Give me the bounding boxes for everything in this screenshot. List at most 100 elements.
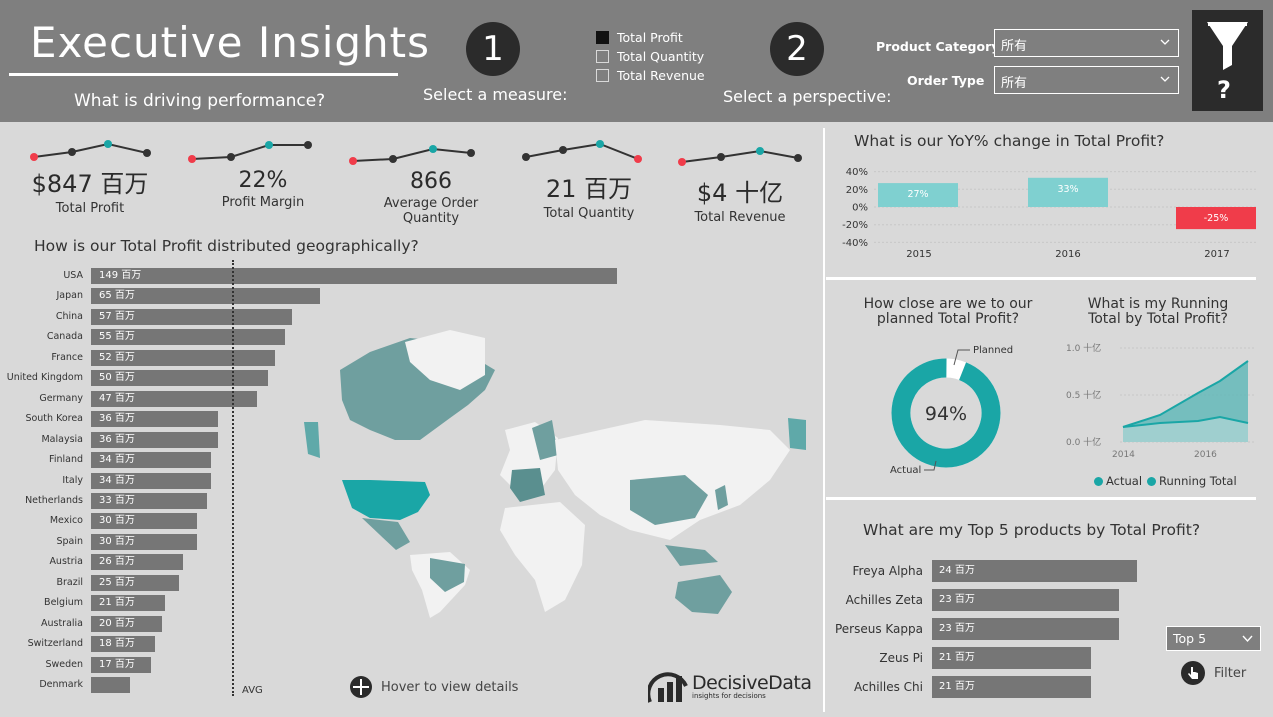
top5-product-label: Achilles Zeta (845, 593, 923, 607)
geo-chart-title: How is our Total Profit distributed geog… (34, 237, 419, 255)
yoy-bar[interactable] (878, 183, 958, 207)
checkbox-icon[interactable] (596, 50, 609, 63)
kpi-profit-margin[interactable]: 22% Profit Margin (188, 168, 338, 210)
geo-bar[interactable]: 55 百万 (91, 329, 286, 346)
topn-dropdown[interactable]: Top 5 (1166, 626, 1261, 651)
map-region-japan[interactable] (715, 485, 728, 510)
geo-bar[interactable]: 47 百万 (91, 390, 257, 407)
measure-option-total-quantity[interactable]: Total Quantity (596, 49, 704, 64)
geo-bar[interactable]: 149 百万 (91, 268, 617, 284)
geo-bar[interactable]: 18 百万 (91, 636, 155, 653)
geo-bar[interactable]: 34 百万 (91, 472, 212, 489)
geo-bar[interactable]: 34 百万 (91, 452, 212, 469)
y-tick: 40% (846, 167, 868, 178)
top5-product-label: Freya Alpha (852, 564, 923, 578)
measure-option-total-revenue[interactable]: Total Revenue (596, 68, 705, 83)
gauge-chart[interactable]: 94% Planned Actual (826, 335, 1036, 480)
avg-label: AVG (242, 685, 263, 696)
running-title-line: Total by Total Profit? (1088, 311, 1228, 327)
kpi-total-quantity[interactable]: 21 百万 Total Quantity (514, 169, 664, 221)
sparkline-point (30, 153, 38, 161)
geo-bar[interactable]: 21 百万 (91, 595, 166, 612)
checkbox-icon[interactable] (596, 31, 609, 44)
top5-bar[interactable]: 21 百万 (932, 647, 1092, 669)
kpi-label: Average Order Quantity (383, 196, 479, 226)
geo-country-label: Denmark (39, 679, 83, 690)
yoy-bar[interactable] (1176, 207, 1256, 230)
legend-label: Running Total (1159, 474, 1237, 488)
sparkline-point (389, 155, 397, 163)
kpi-total-profit[interactable]: $847 百万 Total Profit (20, 164, 160, 216)
map-region-scandinavia[interactable] (532, 420, 558, 460)
geo-bar[interactable]: 65 百万 (91, 288, 321, 305)
geo-bar[interactable]: 50 百万 (91, 370, 268, 387)
panel-divider (826, 497, 1256, 500)
geo-country-label: Sweden (45, 658, 83, 670)
header-bar: Executive Insights What is driving perfo… (0, 0, 1273, 122)
yoy-bar-label: 27% (907, 189, 928, 200)
kpi-total-revenue[interactable]: $4 十亿 Total Revenue (665, 173, 815, 225)
map-region-far-east[interactable] (788, 418, 806, 450)
y-tick: 0.0 十亿 (1066, 436, 1101, 448)
sparkline-point (559, 146, 567, 154)
map-region-greenland[interactable] (405, 330, 485, 390)
map-region-southeast-asia[interactable] (665, 545, 718, 566)
geo-bar[interactable]: 25 百万 (91, 574, 180, 591)
geo-bar[interactable]: 30 百万 (91, 513, 197, 530)
geo-bar[interactable]: 36 百万 (91, 431, 219, 448)
sparkline-point (678, 158, 686, 166)
kpi-average-order-quantity[interactable]: 866 Average Order Quantity (356, 169, 506, 226)
running-title: What is my Running Total by Total Profit… (1068, 297, 1248, 327)
measure-option-total-profit[interactable]: Total Profit (596, 30, 683, 45)
move-icon (350, 676, 372, 698)
gauge-actual-arc[interactable] (888, 355, 1005, 472)
product-category-dropdown[interactable]: 所有 (994, 29, 1179, 57)
running-total-chart[interactable]: 1.0 十亿 0.5 十亿 0.0 十亿 2014 2016 (1060, 335, 1260, 465)
y-tick: 20% (846, 185, 868, 196)
checkbox-icon[interactable] (596, 69, 609, 82)
map-region-china[interactable] (630, 475, 708, 525)
geo-bar[interactable]: 26 百万 (91, 554, 183, 571)
geo-bar[interactable]: 52 百万 (91, 349, 275, 366)
geo-bar[interactable] (91, 677, 130, 693)
map-region-australia[interactable] (675, 575, 732, 614)
geo-bar[interactable]: 57 百万 (91, 308, 293, 325)
filter-panel-button[interactable]: ? (1192, 10, 1263, 111)
map-region-alaska[interactable] (304, 422, 320, 458)
geo-bar[interactable]: 33 百万 (91, 492, 208, 509)
gauge-planned-label: Planned (973, 345, 1013, 356)
geo-country-label: Canada (46, 331, 83, 343)
title-underline (9, 73, 398, 76)
geo-bar[interactable]: 20 百万 (91, 615, 162, 632)
geo-country-label: Italy (62, 474, 83, 486)
hover-hint-text: Hover to view details (381, 679, 519, 695)
yoy-chart[interactable]: 40% 20% 0% -20% -40% 27% 2015 33% 2016 -25% 2017 (826, 160, 1266, 270)
step-1-label: Select a measure: (423, 85, 568, 104)
y-tick: 0.5 十亿 (1066, 389, 1101, 401)
sparkline-point (227, 153, 235, 161)
top5-bar[interactable]: 21 百万 (932, 676, 1092, 698)
top5-bar[interactable]: 24 百万 (932, 560, 1137, 582)
map-region-africa[interactable] (500, 502, 585, 612)
top5-bar[interactable]: 23 百万 (932, 618, 1120, 640)
geo-country-label: USA (63, 270, 83, 281)
order-type-dropdown[interactable]: 所有 (994, 66, 1179, 94)
map-region-western-europe[interactable] (510, 468, 545, 502)
measure-option-label: Total Profit (617, 30, 683, 45)
map-region-usa[interactable] (342, 480, 430, 520)
map-region-brazil[interactable] (430, 558, 465, 592)
world-map[interactable] (300, 330, 810, 620)
brand-tagline: insights for decisions (692, 692, 766, 700)
geo-bar[interactable]: 30 百万 (91, 533, 197, 550)
filter-button[interactable]: Filter (1180, 660, 1246, 686)
map-region-mexico[interactable] (362, 518, 410, 550)
panel-divider (823, 128, 825, 712)
sparkline-point (467, 149, 475, 157)
geo-bar[interactable]: 17 百万 (91, 656, 151, 673)
geo-bar[interactable]: 36 百万 (91, 411, 219, 428)
geo-country-label: Belgium (44, 597, 83, 609)
top5-bar[interactable]: 23 百万 (932, 589, 1120, 611)
yoy-bar[interactable] (1028, 177, 1108, 207)
sparkline-point (68, 148, 76, 156)
order-type-label: Order Type (907, 73, 985, 88)
